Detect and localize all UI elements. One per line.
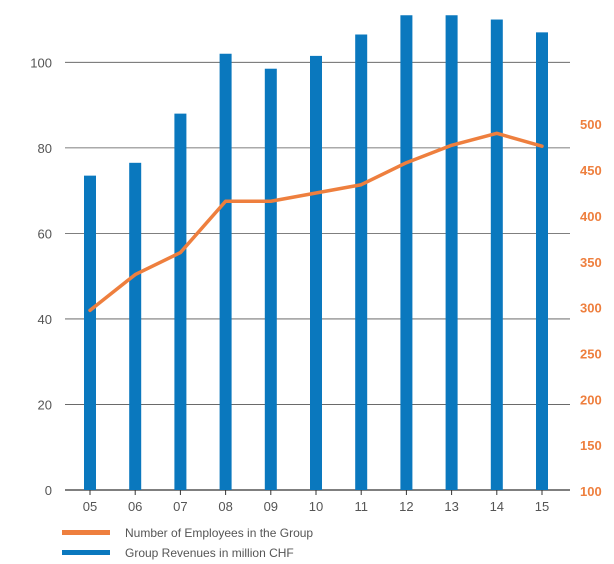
left-tick-label: 20 [38,397,52,412]
legend-swatch-revenues [62,550,110,555]
x-tick-label: 08 [218,499,232,514]
legend-label-employees: Number of Employees in the Group [125,526,313,540]
revenue-bar-12 [400,15,413,491]
employee-point-13 [450,143,454,147]
left-tick-label: 0 [45,483,52,498]
employee-point-07 [178,251,182,255]
employee-point-15 [540,144,544,148]
legend-swatch-employees [62,530,110,535]
right-tick-label: 350 [580,255,602,270]
employee-line [88,131,544,313]
revenue-bar-10 [310,55,322,491]
x-tick-label: 13 [444,499,458,514]
left-tick-label: 40 [38,312,52,327]
x-tick-label: 10 [309,499,323,514]
employee-point-06 [133,273,137,277]
employee-point-05 [88,308,92,312]
right-axis: 100 150 200 250 300 350 400 450 500 [580,117,602,499]
left-axis: 0 20 40 60 80 100 [30,55,52,498]
employee-point-10 [314,191,318,195]
revenue-bar-09 [264,68,277,490]
revenue-bar-14 [490,19,503,491]
revenue-bar-06 [129,162,142,490]
revenue-bar-05 [84,175,96,490]
right-tick-label: 300 [580,301,602,316]
x-tick-label: 11 [354,499,368,514]
employee-point-11 [359,183,363,187]
employee-point-08 [224,199,228,203]
x-tick-label: 09 [264,499,278,514]
employee-point-12 [404,161,408,165]
right-tick-label: 250 [580,346,602,361]
x-tick-label: 14 [490,499,504,514]
legend-item-revenues: Group Revenues in million CHF [62,546,294,560]
right-tick-label: 150 [580,438,602,453]
revenue-bar-13 [445,15,458,491]
revenue-bars [84,15,548,491]
x-tick-label: 06 [128,499,142,514]
revenue-bar-15 [536,32,548,491]
x-axis: 05 06 07 08 09 10 11 12 13 14 15 [83,490,549,514]
x-tick-label: 12 [399,499,413,514]
x-tick-label: 05 [83,499,97,514]
right-tick-label: 450 [580,163,602,178]
legend-item-employees: Number of Employees in the Group [62,526,313,540]
x-tick-label: 15 [535,499,549,514]
revenue-bar-11 [355,34,368,490]
right-tick-label: 500 [580,117,602,132]
left-tick-label: 60 [38,226,52,241]
revenue-bar-08 [219,53,232,490]
right-tick-label: 200 [580,392,602,407]
employee-point-09 [269,199,273,203]
employee-point-14 [495,131,499,135]
legend: Number of Employees in the Group Group R… [62,526,313,560]
revenue-bar-07 [174,113,187,491]
x-tick-label: 07 [173,499,187,514]
left-tick-label: 100 [30,55,52,70]
legend-label-revenues: Group Revenues in million CHF [125,546,294,560]
right-tick-label: 400 [580,209,602,224]
left-tick-label: 80 [38,141,52,156]
right-tick-label: 100 [580,484,602,499]
